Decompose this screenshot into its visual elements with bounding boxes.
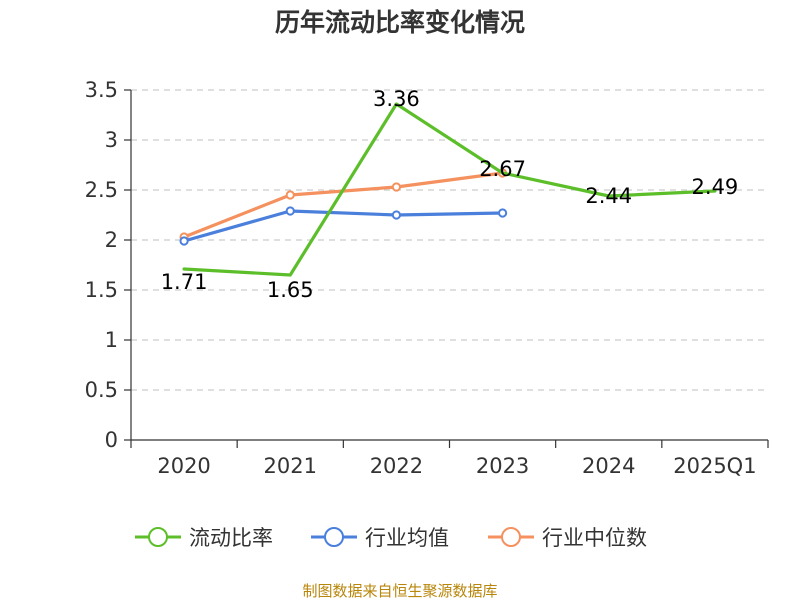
- data-point[interactable]: [285, 190, 295, 200]
- data-label: 3.36: [373, 87, 420, 111]
- chart-title: 历年流动比率变化情况: [275, 8, 525, 37]
- data-label: 2.44: [585, 184, 632, 208]
- grid: [131, 89, 768, 391]
- legend-label: 行业均值: [365, 526, 449, 550]
- x-tick-label: 2021: [264, 454, 317, 478]
- legend-item[interactable]: 流动比率: [135, 526, 273, 550]
- series-line: [182, 209, 505, 243]
- legend-marker: [501, 527, 521, 547]
- legend-label: 流动比率: [189, 526, 273, 550]
- source-note: 制图数据来自恒生聚源数据库: [302, 582, 497, 600]
- data-point[interactable]: [391, 182, 402, 192]
- data-label: 2.49: [692, 175, 739, 199]
- y-tick-label: 0: [105, 428, 118, 452]
- y-tick-label: 1: [105, 328, 118, 352]
- x-tick-label: 2025Q1: [673, 454, 756, 478]
- data-point[interactable]: [285, 206, 295, 216]
- x-tick-label: 2022: [370, 454, 423, 478]
- data-point[interactable]: [391, 210, 402, 220]
- y-tick-label: 3: [105, 128, 118, 152]
- x-tick-label: 2023: [476, 454, 529, 478]
- y-tick-label: 1.5: [85, 278, 118, 302]
- legend-marker: [148, 527, 168, 547]
- data-labels: 1.71 1.65 3.36 2.67 2.44 2.49: [161, 87, 739, 302]
- data-label: 1.65: [267, 278, 314, 302]
- legend[interactable]: 流动比率 行业均值 行业中位数: [135, 526, 647, 550]
- data-label: 2.67: [479, 157, 526, 181]
- y-tick-label: 2.5: [85, 178, 118, 202]
- legend-marker: [324, 527, 344, 547]
- data-label: 1.71: [161, 270, 208, 294]
- series-line: [182, 102, 717, 277]
- y-tick-label: 3.5: [85, 78, 118, 102]
- legend-item[interactable]: 行业中位数: [488, 526, 647, 550]
- data-point[interactable]: [497, 208, 508, 218]
- legend-item[interactable]: 行业均值: [311, 526, 449, 550]
- x-tick-label: 2020: [157, 454, 210, 478]
- axes: 0 0.5 1 1.5 2 2.5 3 3.5 2020 2021 2022 2023 2024 2025…: [85, 78, 769, 478]
- series: [179, 102, 717, 277]
- y-tick-label: 0.5: [85, 378, 118, 402]
- y-tick-label: 2: [105, 228, 118, 252]
- data-point[interactable]: [179, 236, 189, 246]
- legend-label: 行业中位数: [542, 526, 647, 550]
- x-tick-label: 2024: [582, 454, 635, 478]
